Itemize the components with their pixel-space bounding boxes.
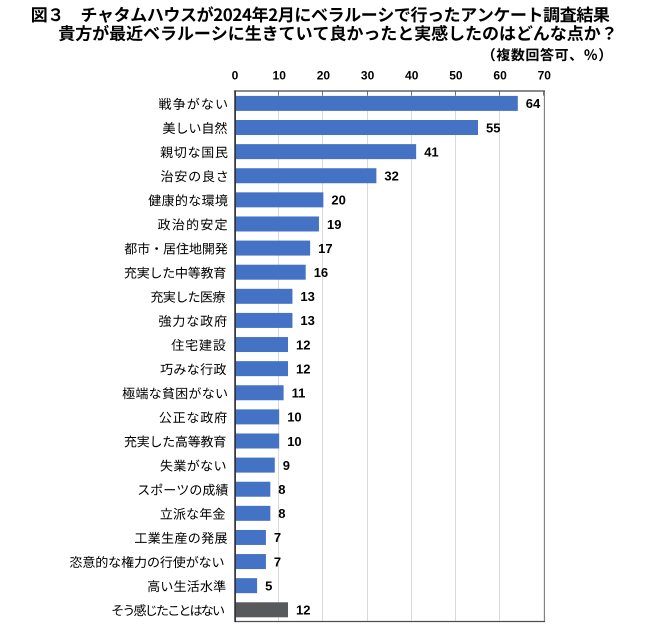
svg-text:55: 55 — [486, 120, 500, 135]
svg-text:40: 40 — [405, 69, 419, 83]
svg-text:64: 64 — [526, 96, 541, 111]
svg-text:11: 11 — [292, 386, 306, 401]
svg-text:32: 32 — [384, 169, 398, 184]
svg-text:30: 30 — [361, 69, 375, 83]
svg-text:60: 60 — [493, 69, 507, 83]
svg-text:20: 20 — [331, 193, 345, 208]
svg-text:10: 10 — [287, 434, 301, 449]
svg-text:70: 70 — [538, 69, 552, 83]
svg-text:13: 13 — [300, 289, 314, 304]
svg-text:13: 13 — [300, 313, 314, 328]
svg-text:12: 12 — [296, 361, 310, 376]
svg-text:5: 5 — [265, 579, 272, 594]
svg-text:12: 12 — [296, 337, 310, 352]
svg-text:16: 16 — [314, 265, 328, 280]
svg-text:7: 7 — [274, 554, 281, 569]
svg-text:0: 0 — [232, 69, 239, 83]
svg-text:19: 19 — [327, 217, 341, 232]
svg-text:7: 7 — [274, 530, 281, 545]
svg-text:12: 12 — [296, 603, 310, 618]
svg-text:9: 9 — [283, 458, 290, 473]
svg-text:17: 17 — [318, 241, 332, 256]
svg-text:8: 8 — [278, 482, 285, 497]
svg-text:20: 20 — [317, 69, 331, 83]
svg-text:10: 10 — [273, 69, 287, 83]
svg-text:50: 50 — [449, 69, 463, 83]
svg-text:41: 41 — [424, 144, 438, 159]
svg-text:8: 8 — [278, 506, 285, 521]
svg-text:10: 10 — [287, 410, 301, 425]
